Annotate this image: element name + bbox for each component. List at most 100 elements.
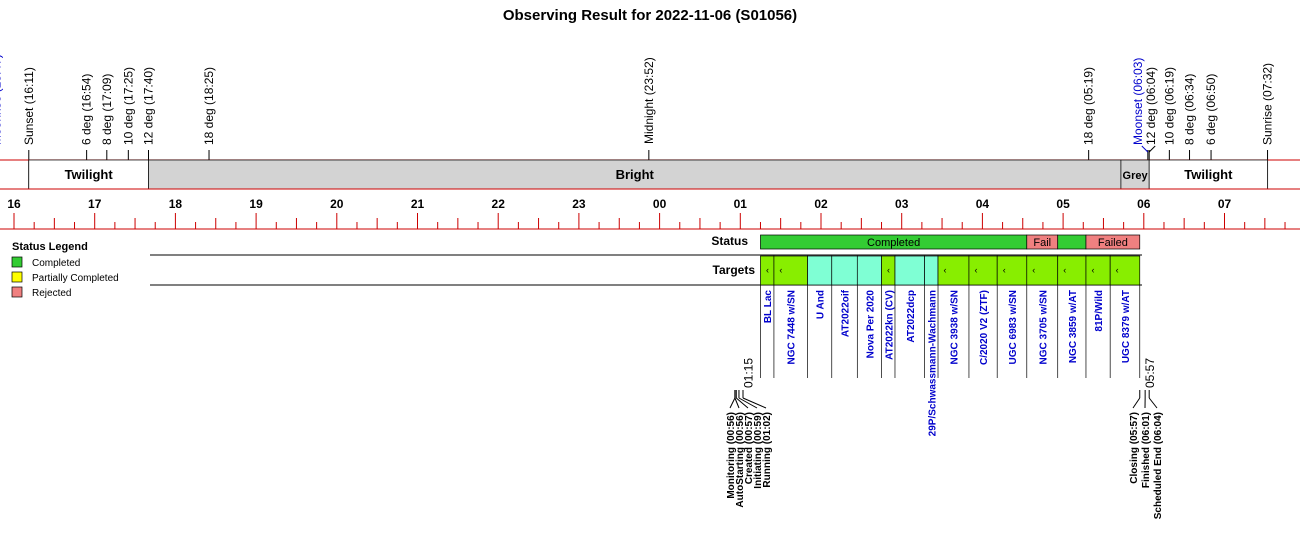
legend-label: Completed (32, 258, 80, 269)
event-label: 12 deg (17:40) (142, 67, 156, 145)
run-event-label: Created (00:57) (744, 412, 755, 484)
event-label: 6 deg (16:54) (80, 74, 94, 145)
target-block (1057, 255, 1087, 286)
axis-hour-label: 21 (411, 197, 425, 211)
target-name: AT2022oif (841, 289, 852, 337)
target-name: Nova Per 2020 (865, 290, 876, 359)
target-mark: ‹ (766, 265, 769, 275)
run-start-time: 01:15 (741, 358, 755, 388)
target-name: C/2020 V2 (ZTF) (979, 290, 990, 365)
axis-hour-label: 01 (734, 197, 748, 211)
event-label: 12 deg (06:04) (1144, 67, 1158, 145)
event-label: Sunrise (07:32) (1261, 63, 1275, 145)
target-name: NGC 3705 w/SN (1038, 290, 1049, 364)
target-block (924, 255, 939, 286)
target-mark: ‹ (944, 265, 947, 275)
run-event-leader (742, 397, 767, 409)
event-label: 6 deg (06:50) (1204, 74, 1218, 145)
target-name: AT2022dcp (906, 290, 917, 343)
target-name: AT2022kn (CV) (884, 290, 895, 360)
run-event-leader (735, 397, 749, 409)
sky-segment-label: Twilight (1184, 167, 1233, 182)
target-block (773, 255, 808, 286)
target-block (831, 255, 858, 286)
target-mark: ‹ (1091, 265, 1094, 275)
axis-hour-label: 16 (7, 197, 21, 211)
sky-segment-label: Bright (616, 167, 655, 182)
target-mark: ‹ (974, 265, 977, 275)
target-mark: ‹ (1063, 265, 1066, 275)
axis-hour-label: 02 (814, 197, 828, 211)
target-mark: ‹ (887, 265, 890, 275)
target-name: NGC 7448 w/SN (787, 290, 798, 364)
target-name: UGC 8379 w/AT (1121, 290, 1132, 363)
event-label: 8 deg (06:34) (1183, 74, 1197, 145)
target-name: BL Lac (763, 290, 774, 324)
target-mark: ‹ (1116, 265, 1119, 275)
event-leader (1148, 145, 1156, 153)
run-event-leader (1132, 397, 1141, 409)
axis-hour-label: 00 (653, 197, 667, 211)
event-label: Sunset (16:11) (22, 67, 36, 145)
event-label: Midnight (23:52) (642, 57, 656, 144)
sky-segment-label: Twilight (65, 167, 114, 182)
targets-row-label: Targets (713, 263, 756, 277)
target-block (937, 255, 970, 286)
sky-segment (1120, 159, 1150, 190)
sky-segment (1148, 159, 1268, 190)
sky-segment-label: Grey (1123, 170, 1149, 182)
axis-hour-label: 03 (895, 197, 909, 211)
axis-hour-label: 22 (492, 197, 506, 211)
legend-swatch (11, 256, 23, 268)
target-block (894, 255, 925, 286)
target-name: NGC 3859 w/AT (1068, 290, 1079, 363)
target-block (996, 255, 1028, 286)
target-name: UGC 6983 w/SN (1008, 290, 1019, 364)
legend-label: Partially Completed (32, 273, 119, 284)
target-block (968, 255, 998, 286)
run-event-label: Finished (06:01) (1141, 412, 1152, 488)
run-event-label: Running (01:02) (762, 412, 773, 488)
status-segment-label: Fail (1033, 237, 1051, 249)
time-axis: 16 17 18 19 20 21 22 23 00 01 02 03 04 05 06 07 (0, 188, 1300, 230)
event-label: 8 deg (17:09) (100, 74, 114, 145)
run-event-label: Closing (05:57) (1129, 412, 1140, 484)
status-legend-title: Status Legend (12, 241, 88, 253)
target-mark: ‹ (1003, 265, 1006, 275)
target-block (1026, 255, 1059, 286)
status-legend: Status Legend Completed Partially Complet… (11, 241, 119, 299)
axis-hour-label: 05 (1056, 197, 1070, 211)
legend-swatch (11, 271, 23, 283)
axis-hour-label: 18 (169, 197, 183, 211)
sky-events-layer: Moonrise (15:47) Sunset (16:11) 6 deg (16:… (0, 54, 1275, 189)
sky-band: Twilight Bright Grey Twilight (0, 159, 1300, 190)
legend-label: Rejected (32, 288, 71, 299)
run-event-leader (738, 397, 758, 409)
target-block (807, 255, 833, 286)
status-row-label: Status (711, 234, 748, 248)
axis-hour-label: 04 (976, 197, 990, 211)
axis-hour-label: 06 (1137, 197, 1151, 211)
run-event-leader (1148, 397, 1158, 409)
target-mark: ‹ (779, 265, 782, 275)
axis-hour-label: 19 (249, 197, 263, 211)
run-event-label: Scheduled End (06:04) (1153, 412, 1164, 519)
target-name: 81P/Wild (1094, 290, 1105, 332)
axis-hour-label: 07 (1218, 197, 1232, 211)
event-label: 18 deg (18:25) (202, 67, 216, 145)
run-events-layer: 01:15 05:57 Monitoring (00:56)AutoStarting… (726, 358, 1164, 520)
target-block (1085, 255, 1111, 286)
run-event-leader (734, 397, 740, 409)
event-label: 10 deg (06:19) (1162, 67, 1176, 145)
target-mark: ‹ (1032, 265, 1035, 275)
target-block (1109, 255, 1141, 286)
run-event-label: Initiating (00:59) (753, 412, 764, 489)
status-segment-label: Failed (1098, 237, 1128, 249)
axis-hour-label: 20 (330, 197, 344, 211)
run-event-leader (729, 397, 736, 409)
axis-hour-label: 17 (88, 197, 102, 211)
event-label: Moonrise (15:47) (0, 54, 4, 145)
event-label: 10 deg (17:25) (121, 67, 135, 145)
target-name: NGC 3938 w/SN (949, 290, 960, 364)
